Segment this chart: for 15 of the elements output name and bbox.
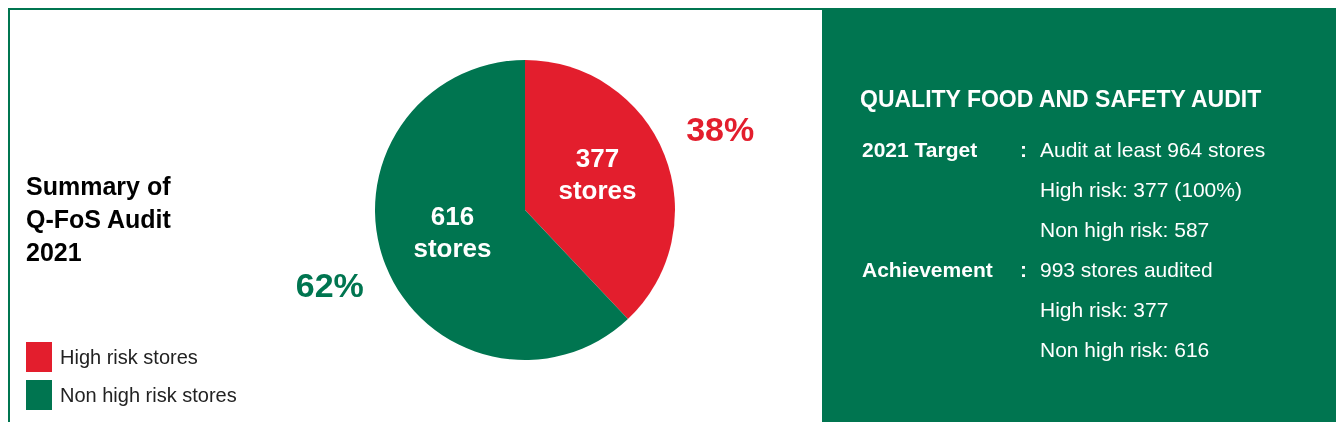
- legend-label: Non high risk stores: [60, 383, 237, 407]
- text: QUALITY FOOD AND SAFETY AUDIT: [860, 86, 1262, 113]
- text: 62%: [295, 265, 364, 304]
- text: 2021 Target : Audit at least 964 stores: [862, 138, 1266, 161]
- text: Non high risk: 616: [1040, 338, 1210, 362]
- data-label: 377 stores: [558, 143, 637, 206]
- pie-slice: [525, 60, 675, 320]
- data-label: 616 stores: [413, 200, 492, 263]
- text: Summary of Q-FoS Audit 2021: [26, 171, 172, 268]
- text: High risk: 377 (100%): [1040, 178, 1242, 202]
- text: High risk: 377: [1040, 298, 1169, 322]
- text: Non high risk: 587: [1040, 218, 1210, 242]
- text: Achievement : 993 stores audited: [862, 258, 1213, 281]
- text: 38%: [686, 110, 755, 149]
- legend-label: High risk stores: [60, 345, 198, 369]
